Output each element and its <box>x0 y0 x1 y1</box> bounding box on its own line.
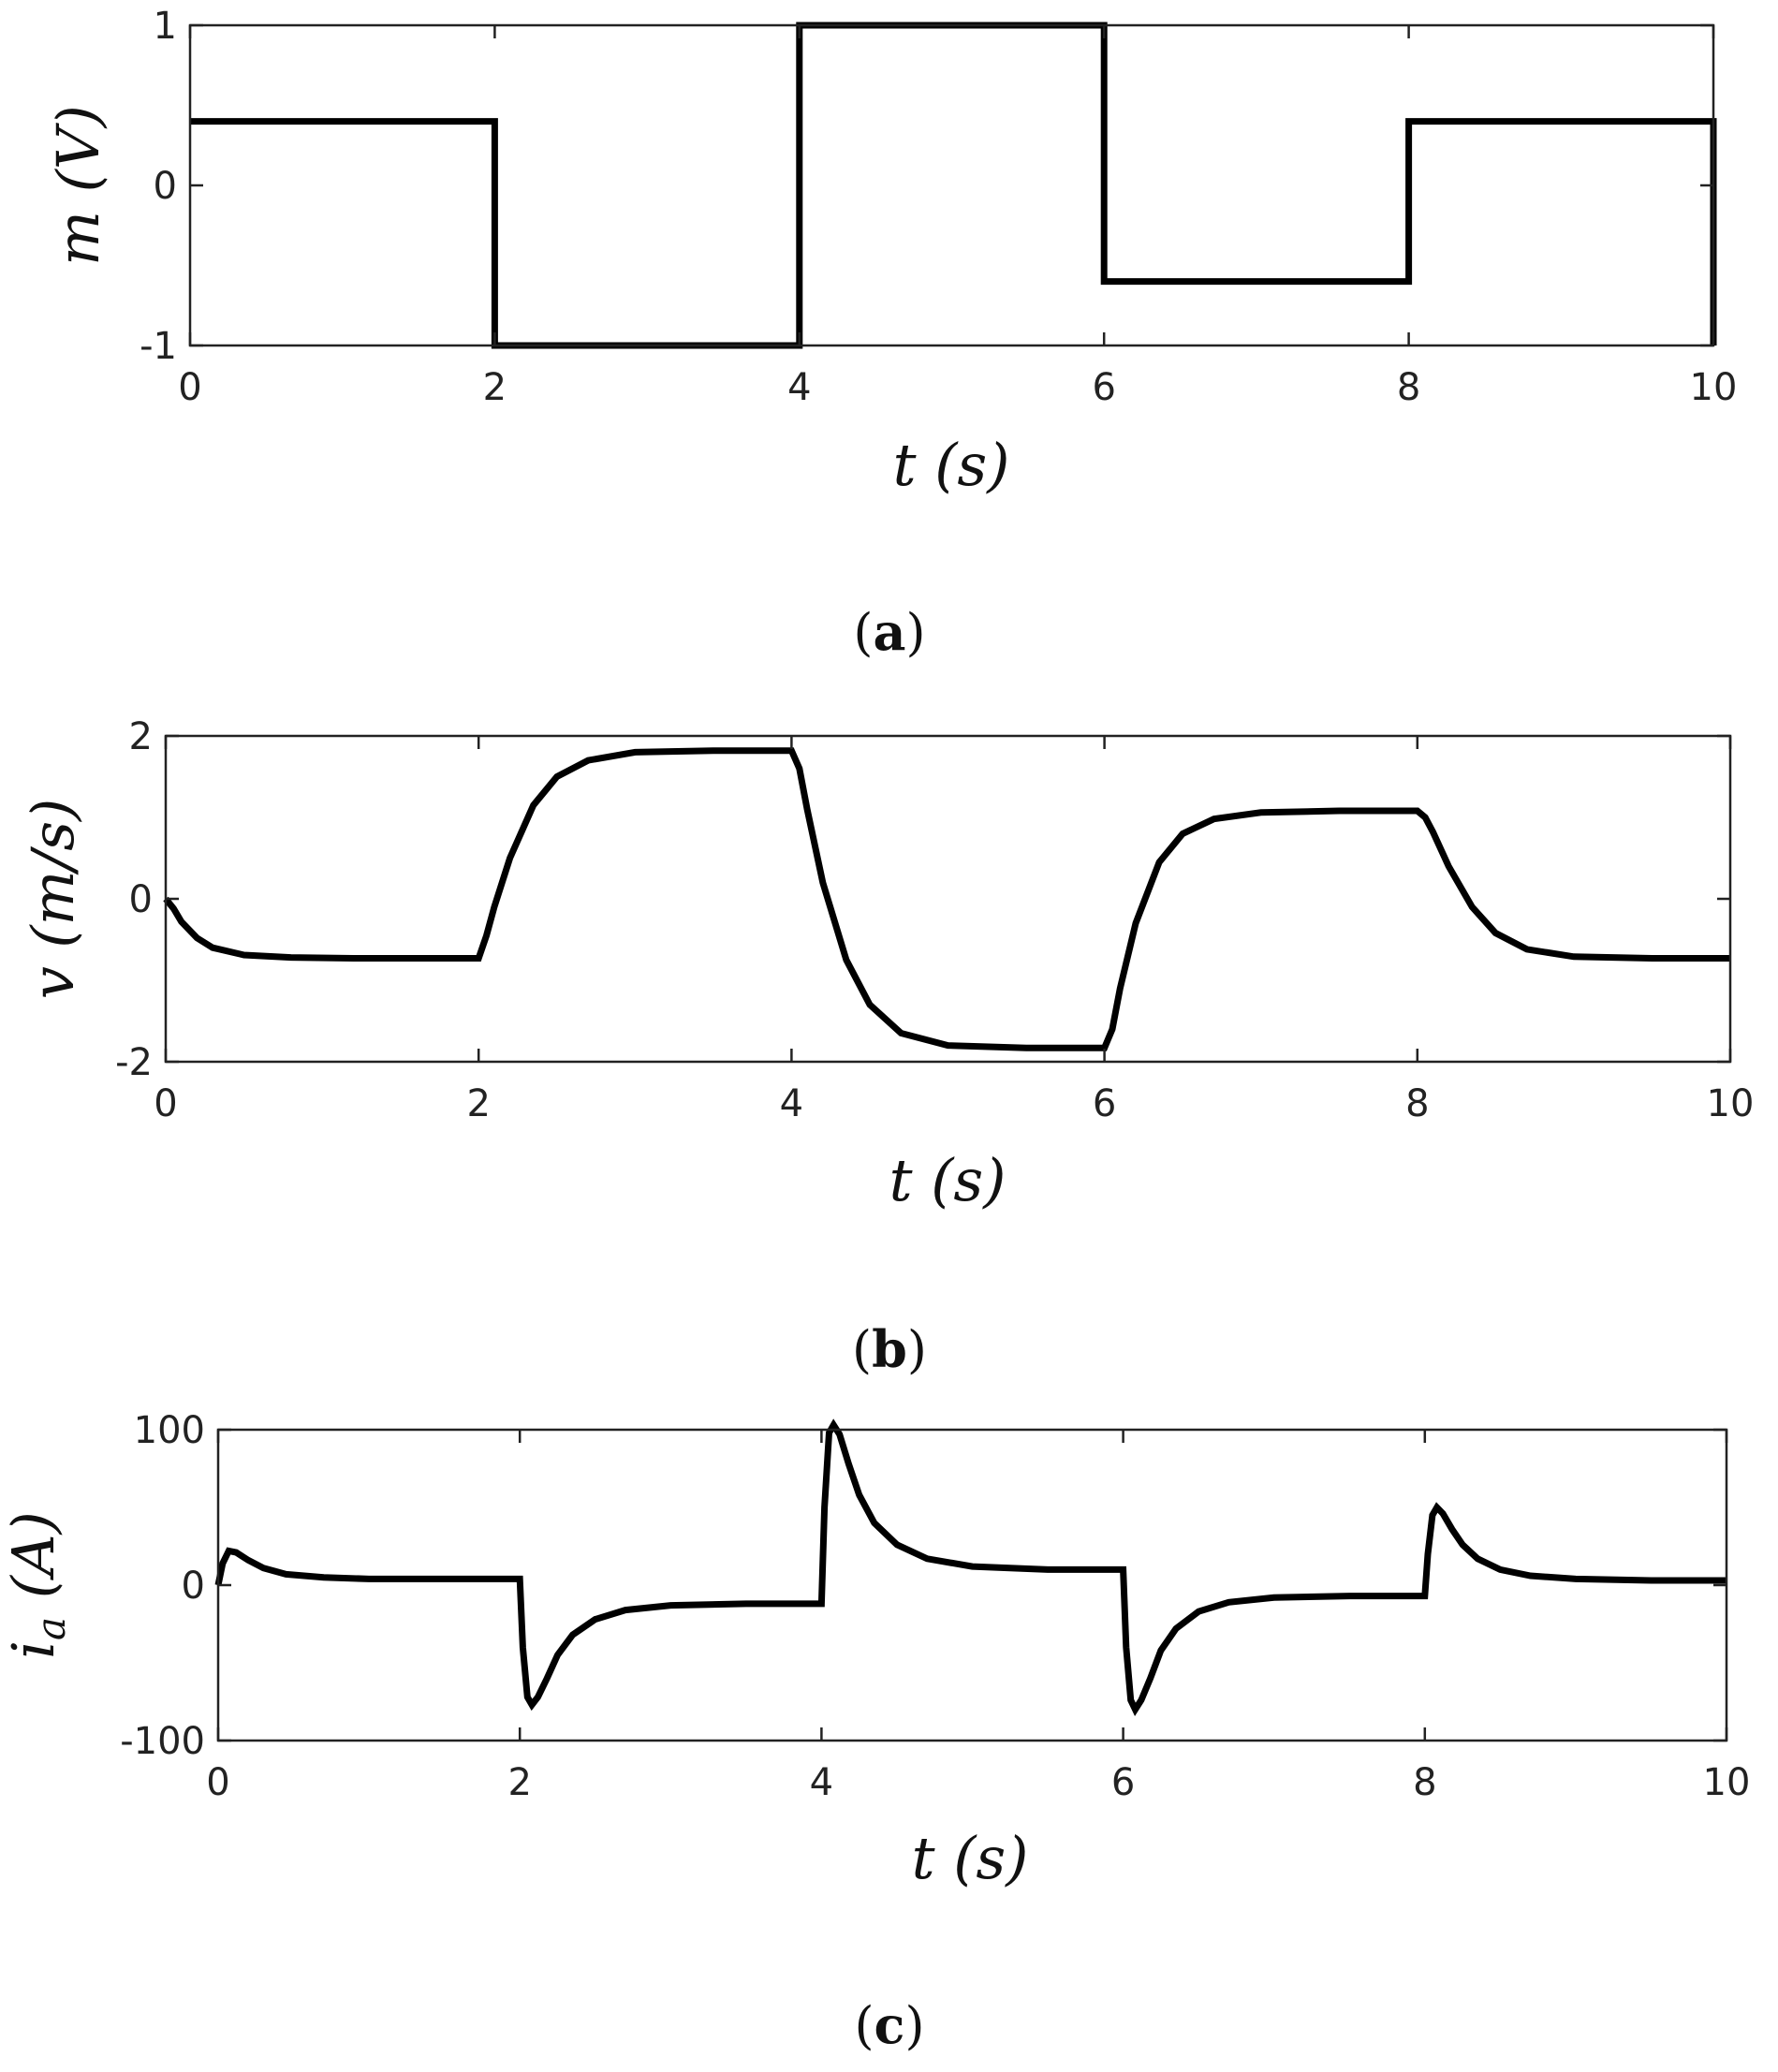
panel-c-caption-letter: c <box>874 1995 905 2055</box>
panel-c-x-tick-label-6: 6 <box>1111 1761 1135 1804</box>
panel-a-y-axis-label: m (V) <box>44 105 112 266</box>
panel-a-x-tick-label-6: 6 <box>1092 366 1115 409</box>
panel-b-ticks: 0 2 4 6 8 10-202 <box>115 715 1754 1125</box>
panel-a-y-tick-label-0: 0 <box>154 165 177 208</box>
panel-b-x-tick-label-2: 2 <box>466 1082 490 1125</box>
panel-b-x-tick-label-0: 0 <box>154 1082 177 1125</box>
panel-c-series-line-0 <box>214 1418 1727 1716</box>
panel-a-y-tick-label--1: -1 <box>140 325 177 368</box>
panel-c-caption: (c) <box>854 1995 924 2055</box>
panel-c-x-axis-label: t (s) <box>912 1824 1029 1892</box>
panel-c-y-tick-label-100: 100 <box>134 1409 205 1452</box>
panel-a-x-tick-label-4: 4 <box>787 366 811 409</box>
panel-b-series-line-0 <box>163 747 1730 1051</box>
panel-c-y-axis-label-text: i <box>0 1640 67 1659</box>
panel-c-y-axis-label: ia (A) <box>0 1511 74 1659</box>
panel-a-axes-frame <box>188 23 1715 347</box>
panel-b: 0 2 4 6 8 10-202 t (s) v (m/s) (b) <box>19 715 1754 1379</box>
panel-c-x-tick-label-10: 10 <box>1703 1761 1751 1804</box>
panel-a-caption: (a) <box>853 602 925 662</box>
panel-c-axes-frame <box>216 1428 1728 1742</box>
panel-c-y-axis-label-subscript: a <box>28 1617 74 1640</box>
panel-a-x-tick-label-10: 10 <box>1690 366 1738 409</box>
panel-c-y-tick-label-0: 0 <box>182 1565 205 1608</box>
panel-c-x-tick-label-2: 2 <box>507 1761 531 1804</box>
panel-c-plot-area <box>214 1418 1727 1716</box>
panel-c-x-tick-label-0: 0 <box>206 1761 229 1804</box>
panel-b-y-tick-label-0: 0 <box>129 878 153 921</box>
panel-b-x-tick-label-8: 8 <box>1405 1082 1429 1125</box>
panel-b-plot-area <box>163 747 1730 1051</box>
panel-c-x-tick-label-4: 4 <box>810 1761 833 1804</box>
panel-c-y-tick-label--100: -100 <box>120 1720 205 1763</box>
panel-b-y-tick-label-2: 2 <box>129 715 153 758</box>
panel-a: 0 2 4 6 8 10-101 t (s) m (V) (a) <box>44 5 1737 662</box>
panel-b-x-tick-label-10: 10 <box>1707 1082 1755 1125</box>
panel-c-y-axis-label-rest: (A) <box>0 1511 67 1617</box>
panel-b-caption-letter: b <box>872 1319 907 1379</box>
panel-a-ticks: 0 2 4 6 8 10-101 <box>140 5 1737 409</box>
panel-c-x-tick-label-8: 8 <box>1413 1761 1436 1804</box>
panel-a-x-tick-label-2: 2 <box>483 366 507 409</box>
panel-a-plot-area <box>190 22 1717 349</box>
panel-a-x-tick-label-0: 0 <box>178 366 201 409</box>
panel-a-x-tick-label-8: 8 <box>1397 366 1420 409</box>
panel-a-y-tick-label-1: 1 <box>154 5 177 48</box>
panel-b-y-axis-label: v (m/s) <box>19 799 87 1000</box>
panel-b-y-tick-label--2: -2 <box>115 1041 153 1084</box>
panel-b-x-axis-label: t (s) <box>889 1146 1007 1214</box>
panel-b-caption: (b) <box>852 1319 927 1379</box>
panel-b-x-tick-label-6: 6 <box>1093 1082 1116 1125</box>
panel-a-series-line-0 <box>190 22 1717 349</box>
panel-a-caption-letter: a <box>874 602 906 662</box>
panel-b-x-tick-label-4: 4 <box>780 1082 803 1125</box>
panel-b-axes-frame <box>164 734 1732 1064</box>
panel-a-x-axis-label: t (s) <box>893 431 1010 499</box>
